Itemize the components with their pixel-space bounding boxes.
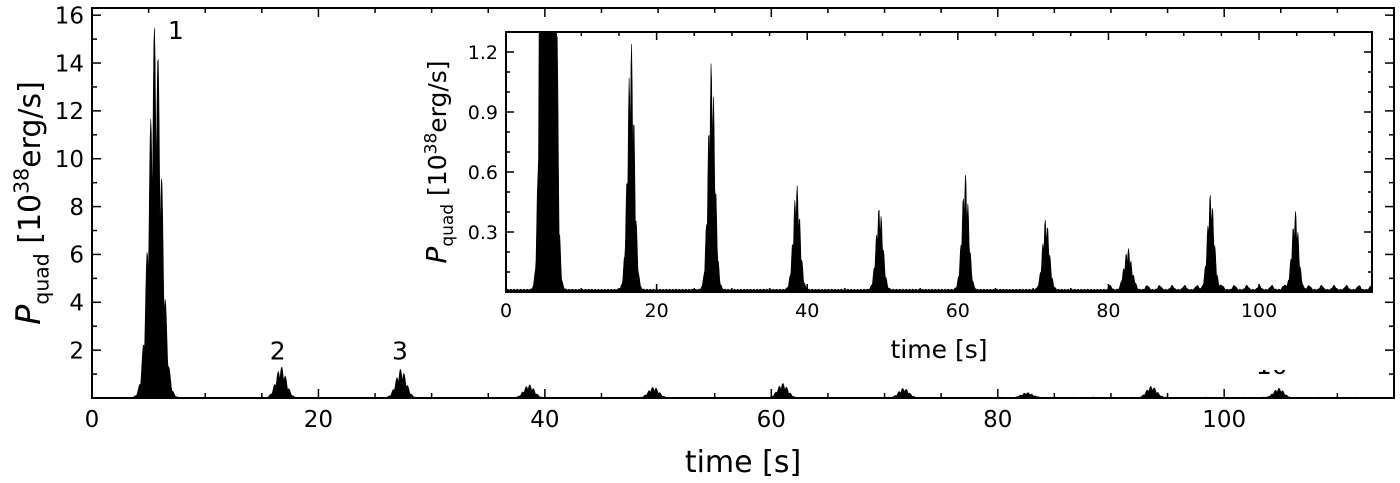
inset-y-tick-label: 1.2 (468, 42, 498, 64)
main-y-tick-label: 4 (69, 291, 84, 317)
main-x-tick-label: 100 (1202, 407, 1246, 433)
inset-plot-area (506, 32, 1372, 292)
inset-x-tick-label: 40 (795, 300, 819, 322)
inset-y-tick-label: 0.3 (468, 222, 498, 244)
main-x-tick-label: 60 (757, 407, 786, 433)
main-y-tick-label: 14 (55, 51, 84, 77)
inset-y-tick-label: 0.9 (468, 102, 498, 124)
inset-x-axis-title: time [s] (891, 335, 988, 364)
main-x-tick-label: 0 (85, 407, 100, 433)
main-y-tick-label: 16 (55, 3, 84, 29)
peak-label: 1 (168, 16, 184, 45)
inset-y-axis-title: Pquad [1038erg/s] (420, 60, 458, 263)
inset-y-tick-label: 0.6 (468, 162, 498, 184)
main-x-tick-label: 40 (530, 407, 559, 433)
inset-x-tick-label: 100 (1241, 300, 1277, 322)
inset-x-tick-label: 80 (1096, 300, 1120, 322)
main-frame (91, 7, 1395, 399)
main-x-axis-title: time [s] (685, 445, 801, 480)
inset-x-tick-label: 60 (946, 300, 970, 322)
inset-x-tick-label: 20 (645, 300, 669, 322)
peak-label: 2 (270, 337, 286, 366)
inset-x-tick-label: 0 (500, 300, 512, 322)
peak-label: 3 (392, 337, 408, 366)
inset-signal-series (506, 32, 1372, 292)
main-y-tick-label: 12 (55, 99, 84, 125)
main-y-tick-label: 8 (69, 195, 84, 221)
main-y-axis-title: Pquad [1038erg/s] (9, 81, 53, 325)
inset-plot: 0 20 40 60 80 100 0.3 0.6 0.9 1.2 time [s] Pquad [1… (420, 24, 1385, 370)
inset-frame (505, 31, 1373, 293)
main-x-tick-label: 20 (304, 407, 333, 433)
main-y-tick-label: 10 (55, 147, 84, 173)
main-x-tick-label: 80 (983, 407, 1012, 433)
main-y-tick-label: 2 (69, 338, 84, 364)
main-y-tick-label: 6 (69, 243, 84, 269)
